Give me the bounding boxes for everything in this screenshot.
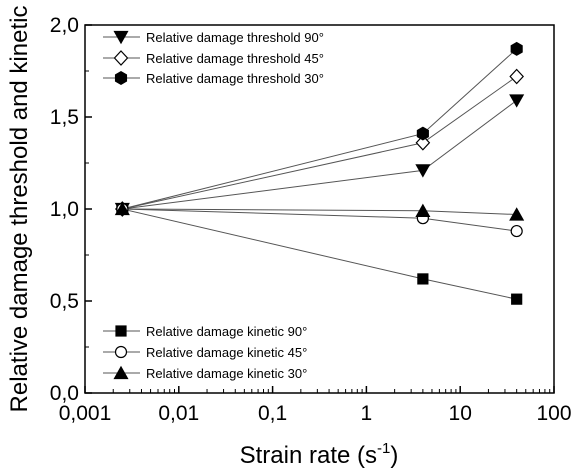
legend-marker <box>114 71 128 85</box>
legend-label: Relative damage threshold 45° <box>146 51 324 66</box>
legend-marker <box>113 30 129 45</box>
data-point <box>509 94 525 108</box>
data-point <box>509 68 524 85</box>
legend-label: Relative damage kinetic 90° <box>146 324 307 339</box>
y-tick-label: 1,5 <box>50 106 79 129</box>
legend-entry: Relative damage threshold 90° <box>103 30 324 45</box>
x-tick-label: 100 <box>536 402 571 425</box>
legend-entry: Relative damage kinetic 30° <box>103 365 307 381</box>
legend-entry: Relative damage threshold 45° <box>103 50 324 66</box>
x-tick-label: 0,01 <box>158 402 199 425</box>
legend-marker <box>114 345 128 359</box>
data-point <box>511 293 523 305</box>
legend-label: Relative damage kinetic 45° <box>146 345 307 360</box>
x-tick-label: 0,1 <box>258 402 287 425</box>
data-point <box>415 134 431 151</box>
data-point <box>415 164 431 178</box>
data-point <box>415 203 431 217</box>
legend-marker <box>113 50 129 66</box>
data-point <box>416 126 429 141</box>
legend-entry: Relative damage threshold 30° <box>103 71 324 86</box>
series-5 <box>116 202 523 238</box>
series-3 <box>116 41 523 216</box>
series-line <box>122 208 517 215</box>
y-tick-label: 2,0 <box>50 14 79 37</box>
series-4 <box>116 203 523 305</box>
x-axis-title: Strain rate (s-1) <box>240 440 399 469</box>
legend-layer: Relative damage threshold 90° Relative da… <box>103 30 324 381</box>
data-point <box>114 201 130 216</box>
data-point <box>510 41 523 56</box>
x-tick-label: 1 <box>361 402 373 425</box>
legend-entry: Relative damage kinetic 45° <box>103 345 307 360</box>
legend-label: Relative damage threshold 90° <box>146 30 324 45</box>
y-axis-title: Relative damage threshold and kinetic <box>6 6 33 413</box>
y-tick-label: 0,5 <box>50 290 79 313</box>
data-point <box>510 224 523 238</box>
y-tick-label: 1,0 <box>50 198 79 221</box>
legend-marker <box>115 325 127 337</box>
legend-entry: Relative damage kinetic 90° <box>103 324 307 339</box>
x-tick-label: 0,001 <box>59 402 112 425</box>
series-line <box>122 99 517 210</box>
ticks-layer: 0,001 0,01 0,1 1 10 100 0,0 0,5 1,0 1,5 2,0 <box>50 14 572 425</box>
legend-label: Relative damage threshold 30° <box>146 71 324 86</box>
series-6 <box>114 201 525 221</box>
data-point <box>509 207 525 221</box>
legend-marker <box>113 365 129 380</box>
x-tick-label: 10 <box>449 402 472 425</box>
series-line <box>122 76 517 210</box>
series-2 <box>115 68 524 217</box>
legend-label: Relative damage kinetic 30° <box>146 366 307 381</box>
series-layer <box>114 41 525 305</box>
y-tick-label: 0,0 <box>50 382 79 405</box>
data-point <box>417 273 429 285</box>
